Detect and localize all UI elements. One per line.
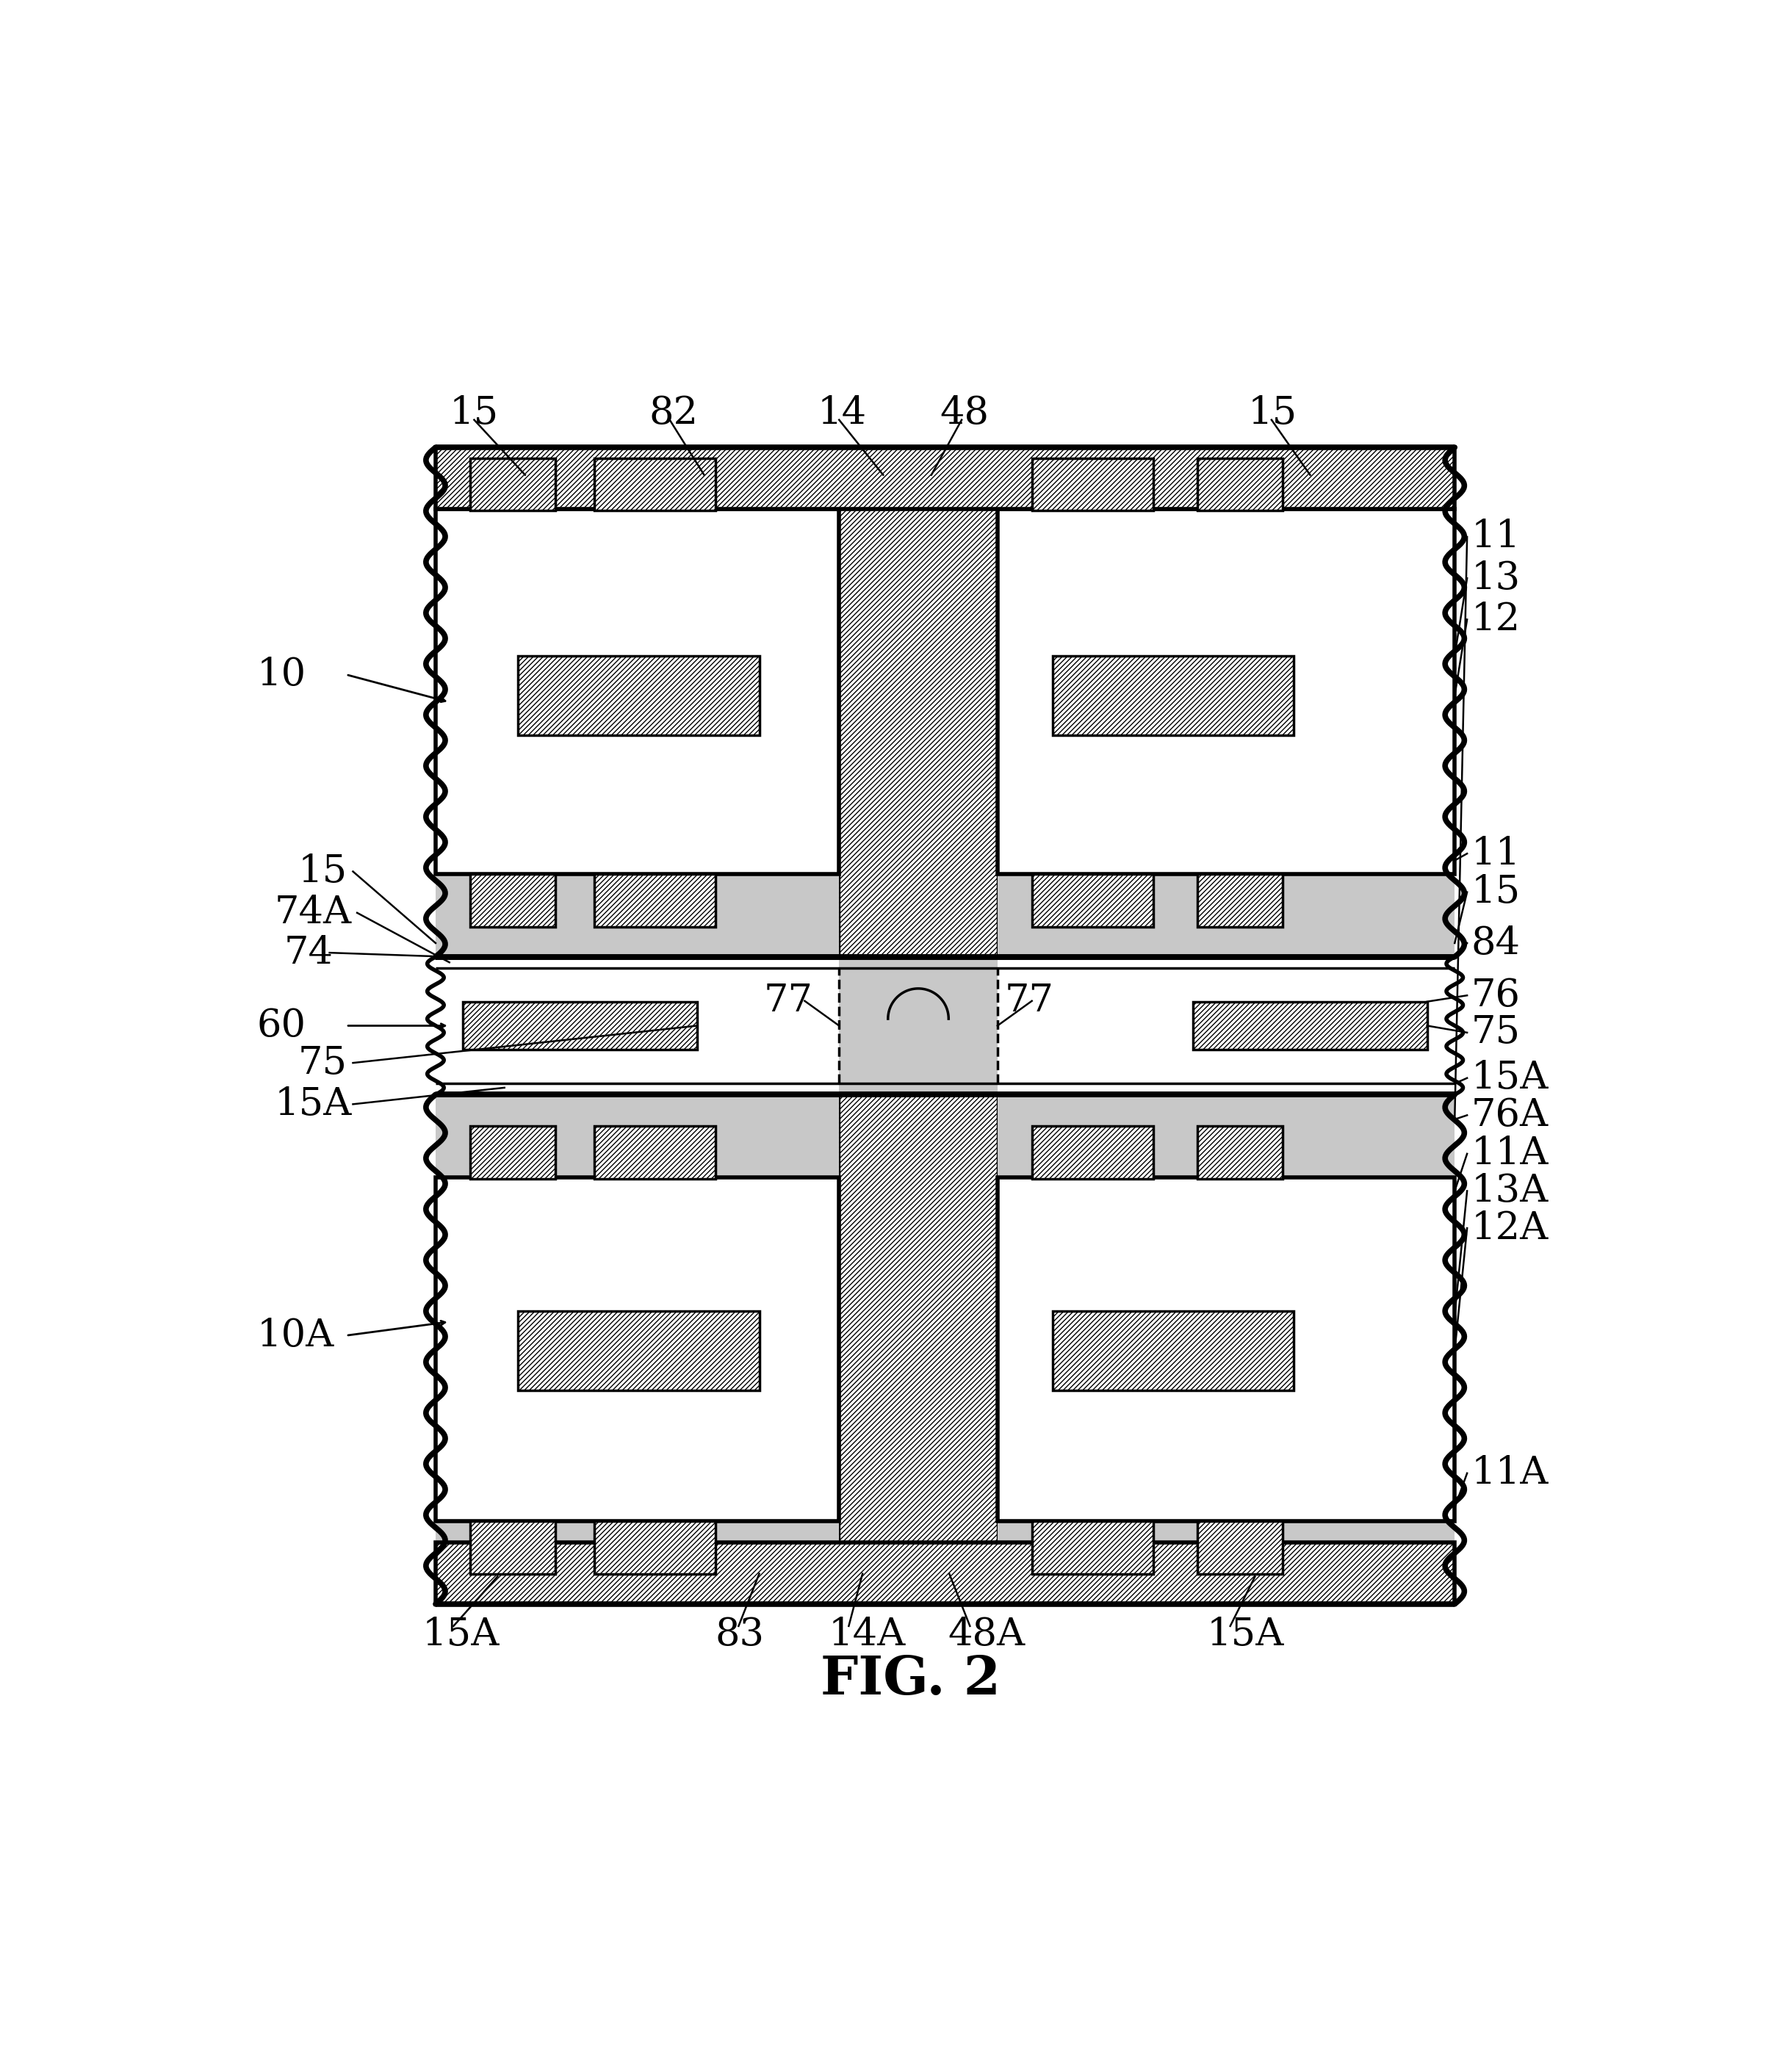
FancyBboxPatch shape [1032, 874, 1153, 926]
Text: 11: 11 [1471, 518, 1521, 555]
FancyBboxPatch shape [435, 448, 1455, 510]
Text: 11A: 11A [1471, 1135, 1548, 1173]
Text: FIG. 2: FIG. 2 [821, 1653, 1000, 1705]
FancyBboxPatch shape [1198, 458, 1283, 510]
FancyBboxPatch shape [594, 1521, 714, 1575]
FancyBboxPatch shape [519, 655, 759, 736]
FancyBboxPatch shape [435, 448, 1455, 957]
FancyBboxPatch shape [435, 448, 839, 957]
Text: 15: 15 [450, 394, 499, 431]
Text: 15: 15 [1247, 394, 1297, 431]
FancyBboxPatch shape [1052, 655, 1294, 736]
Text: 75: 75 [299, 1044, 347, 1082]
FancyBboxPatch shape [594, 1127, 714, 1179]
FancyBboxPatch shape [1198, 1127, 1283, 1179]
Text: 15: 15 [1471, 874, 1521, 912]
Text: 15: 15 [299, 854, 347, 891]
Text: 15A: 15A [421, 1616, 499, 1653]
FancyBboxPatch shape [435, 1094, 1455, 1604]
Text: 74: 74 [284, 934, 334, 972]
FancyBboxPatch shape [469, 1127, 556, 1179]
Text: 10: 10 [256, 657, 306, 694]
FancyBboxPatch shape [997, 1177, 1455, 1521]
FancyBboxPatch shape [519, 1312, 759, 1390]
Text: 84: 84 [1471, 924, 1521, 961]
Text: 13A: 13A [1471, 1173, 1548, 1210]
FancyBboxPatch shape [1192, 1001, 1427, 1051]
FancyBboxPatch shape [1032, 1127, 1153, 1179]
FancyBboxPatch shape [839, 1094, 997, 1604]
FancyBboxPatch shape [594, 874, 714, 926]
Text: 11: 11 [1471, 835, 1521, 872]
Text: 74A: 74A [274, 893, 352, 932]
FancyBboxPatch shape [997, 957, 1455, 1094]
Text: 14: 14 [817, 394, 867, 431]
FancyBboxPatch shape [435, 1542, 1455, 1604]
Text: 77: 77 [1004, 982, 1054, 1019]
Text: 15A: 15A [1471, 1059, 1548, 1096]
FancyBboxPatch shape [435, 1094, 839, 1604]
Text: 76A: 76A [1471, 1096, 1548, 1133]
FancyBboxPatch shape [1032, 1521, 1153, 1575]
Text: 75: 75 [1471, 1013, 1521, 1051]
FancyBboxPatch shape [1052, 1312, 1294, 1390]
Text: 82: 82 [649, 394, 698, 431]
FancyBboxPatch shape [435, 1177, 839, 1521]
FancyBboxPatch shape [464, 1001, 697, 1051]
Text: 15A: 15A [1207, 1616, 1285, 1653]
FancyBboxPatch shape [435, 510, 839, 874]
FancyBboxPatch shape [997, 1094, 1455, 1604]
FancyBboxPatch shape [435, 957, 839, 1094]
FancyBboxPatch shape [1032, 458, 1153, 510]
Text: 10A: 10A [256, 1318, 334, 1355]
Text: 13: 13 [1471, 559, 1521, 597]
FancyBboxPatch shape [839, 448, 997, 957]
Text: 48A: 48A [947, 1616, 1025, 1653]
FancyBboxPatch shape [997, 448, 1455, 957]
FancyBboxPatch shape [469, 458, 556, 510]
Text: 14A: 14A [828, 1616, 906, 1653]
Text: 11A: 11A [1471, 1455, 1548, 1492]
FancyBboxPatch shape [997, 510, 1455, 874]
FancyBboxPatch shape [469, 1521, 556, 1575]
FancyBboxPatch shape [1198, 1521, 1283, 1575]
Text: 12A: 12A [1471, 1210, 1548, 1247]
Text: 77: 77 [764, 982, 812, 1019]
Text: 12: 12 [1471, 601, 1521, 638]
Text: 83: 83 [714, 1616, 764, 1653]
FancyBboxPatch shape [1198, 874, 1283, 926]
Text: 48: 48 [940, 394, 988, 431]
Text: 76: 76 [1471, 976, 1521, 1013]
FancyBboxPatch shape [594, 458, 714, 510]
FancyBboxPatch shape [469, 874, 556, 926]
FancyBboxPatch shape [839, 957, 997, 1094]
Text: 15A: 15A [274, 1086, 352, 1123]
Text: 60: 60 [256, 1007, 306, 1044]
